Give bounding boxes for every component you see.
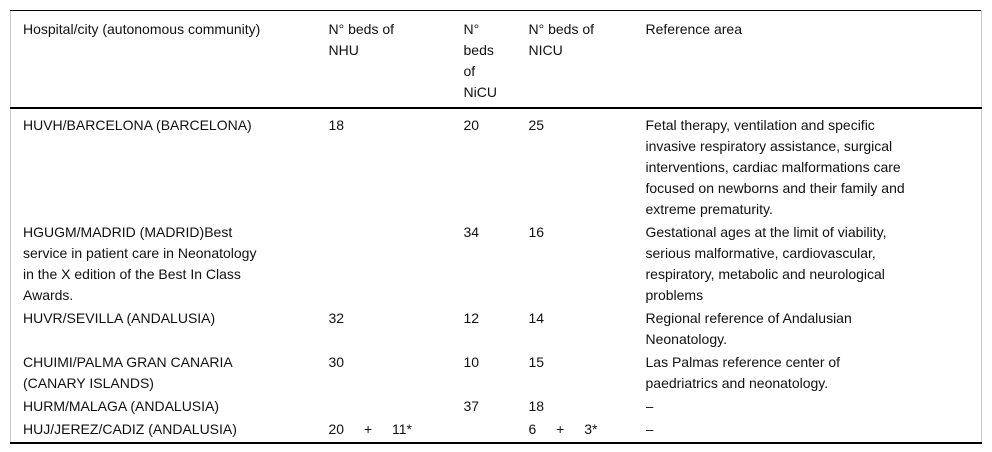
cell-nicu-mixed-beds: 12 — [463, 310, 480, 326]
cell-nicu-mixed-beds: 10 — [463, 354, 480, 370]
cell-hospital: HGUGM/MADRID (MADRID)Best service in pat… — [23, 224, 257, 303]
col-header-nicu-mixed-beds: N° beds of NiCU — [463, 10, 529, 109]
col-header-nhu-beds: N° beds of NHU — [328, 10, 464, 109]
cell-reference-area: Gestational ages at the limit of viabili… — [645, 224, 887, 303]
cell-hospital: CHUIMI/PALMA GRAN CANARIA (CANARY ISLAND… — [23, 354, 233, 391]
table-row: HUVR/SEVILLA (ANDALUSIA) 32 12 14 Region… — [11, 308, 982, 352]
cell-hospital: HUVH/BARCELONA (BARCELONA) — [23, 117, 252, 133]
table-row: HGUGM/MADRID (MADRID)Best service in pat… — [11, 222, 982, 308]
cell-hospital: HUVR/SEVILLA (ANDALUSIA) — [23, 310, 216, 326]
cell-reference-area: Fetal therapy, ventilation and specific … — [645, 117, 905, 217]
table-row: HURM/MALAGA (ANDALUSIA) 37 18 – — [11, 396, 982, 419]
cell-nhu-beds — [329, 222, 464, 308]
cell-nicu-beds: 14 — [528, 310, 545, 326]
cell-reference-area: – — [645, 398, 654, 414]
cell-nhu-beds: 30 — [328, 354, 345, 370]
col-header-reference-area: Reference area — [645, 10, 982, 109]
cell-nicu-beds: 6 + 3* — [528, 421, 598, 437]
cell-nicu-beds: 16 — [528, 224, 545, 240]
hospitals-table: Hospital/city (autonomous community) N° … — [10, 10, 982, 444]
cell-nicu-mixed-beds: 37 — [463, 398, 480, 414]
cell-nicu-mixed-beds — [464, 419, 529, 443]
col-header-hospital: Hospital/city (autonomous community) — [10, 10, 329, 109]
cell-nicu-beds: 15 — [528, 354, 545, 370]
cell-nhu-beds: 20 + 11* — [328, 421, 413, 437]
cell-hospital: HUJ/JEREZ/CADIZ (ANDALUSIA) — [23, 421, 237, 437]
cell-nicu-mixed-beds: 34 — [463, 224, 480, 240]
cell-nicu-mixed-beds: 20 — [463, 117, 480, 133]
cell-nhu-beds: 18 — [328, 117, 345, 133]
col-header-nicu-beds: N° beds of NICU — [528, 10, 646, 109]
cell-hospital: HURM/MALAGA (ANDALUSIA) — [23, 398, 220, 414]
table-row: HUVH/BARCELONA (BARCELONA) 18 20 25 Feta… — [11, 108, 982, 222]
cell-nhu-beds: 32 — [328, 310, 345, 326]
cell-nicu-beds: 25 — [528, 117, 545, 133]
cell-reference-area: Las Palmas reference center of paedriatr… — [645, 354, 841, 391]
cell-nicu-beds: 18 — [528, 398, 545, 414]
table-row: HUJ/JEREZ/CADIZ (ANDALUSIA) 20 + 11* 6 +… — [11, 419, 982, 443]
cell-nhu-beds — [329, 396, 464, 419]
cell-reference-area: Regional reference of Andalusian Neonato… — [645, 310, 852, 347]
cell-reference-area: – — [645, 421, 654, 437]
header-row: Hospital/city (autonomous community) N° … — [10, 10, 982, 109]
table-row: CHUIMI/PALMA GRAN CANARIA (CANARY ISLAND… — [11, 352, 982, 396]
